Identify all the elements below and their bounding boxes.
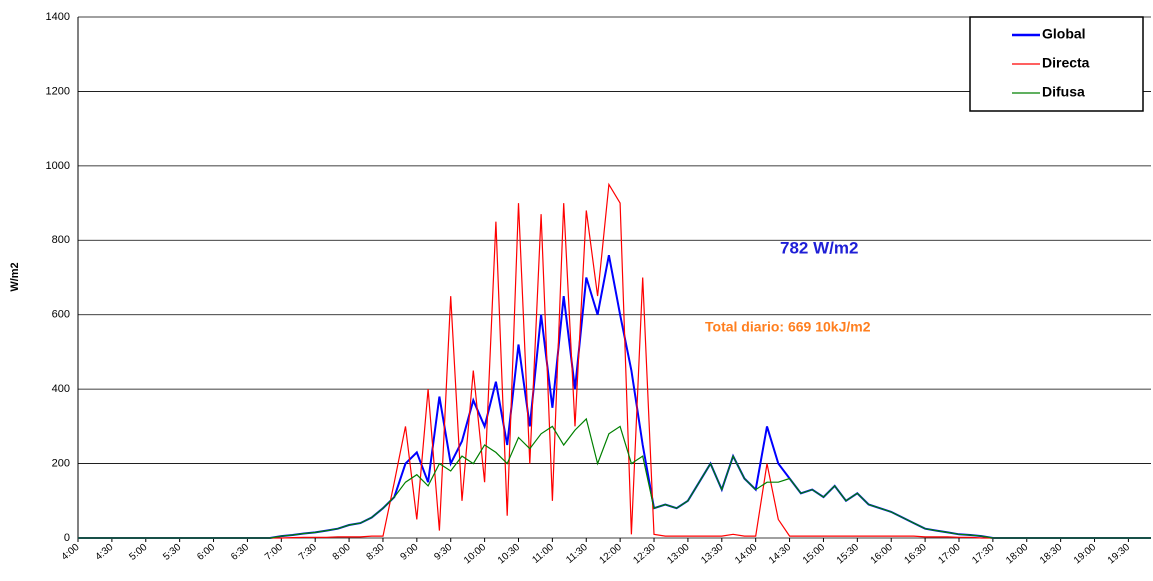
x-tick-label: 17:00 <box>936 542 963 567</box>
x-tick-label: 7:30 <box>297 542 319 563</box>
legend-label: Difusa <box>1042 84 1085 100</box>
y-tick-label: 200 <box>52 457 70 469</box>
x-tick-label: 5:30 <box>161 542 183 563</box>
x-tick-label: 9:00 <box>398 542 420 563</box>
x-tick-label: 16:00 <box>869 542 896 567</box>
x-tick-label: 18:30 <box>1038 542 1065 567</box>
y-tick-label: 800 <box>52 234 70 246</box>
series-line <box>78 255 1151 539</box>
x-tick-label: 8:00 <box>331 542 353 563</box>
x-tick-label: 18:00 <box>1004 542 1031 567</box>
x-tick-label: 6:00 <box>195 542 217 563</box>
x-tick-label: 13:30 <box>699 542 726 567</box>
series-line <box>78 182 1151 539</box>
x-tick-label: 11:00 <box>530 542 556 566</box>
x-tick-label: 5:00 <box>127 542 149 563</box>
y-axis-title: W/m2 <box>9 262 21 291</box>
x-tick-label: 4:00 <box>60 542 82 563</box>
x-tick-label: 15:00 <box>801 542 828 567</box>
legend-label: Global <box>1042 26 1086 42</box>
legend-box <box>969 16 1144 112</box>
peak-annotation: 782 W/m2 <box>780 238 858 257</box>
x-tick-label: 9:30 <box>432 542 454 563</box>
x-tick-label: 12:30 <box>631 542 658 567</box>
x-tick-label: 14:30 <box>767 542 794 567</box>
x-tick-label: 19:30 <box>1106 542 1133 567</box>
x-tick-label: 8:30 <box>365 542 387 563</box>
y-tick-label: 600 <box>52 309 70 321</box>
y-tick-label: 1000 <box>46 160 70 172</box>
x-tick-label: 12:00 <box>598 542 625 567</box>
x-tick-label: 11:30 <box>564 542 590 566</box>
x-tick-label: 15:30 <box>835 542 862 567</box>
series-line <box>78 417 1151 539</box>
y-tick-label: 0 <box>64 532 70 544</box>
total-annotation: Total diario: 669 10kJ/m2 <box>705 319 871 335</box>
x-tick-label: 10:00 <box>462 542 489 567</box>
y-tick-label: 400 <box>52 383 70 395</box>
x-tick-label: 16:30 <box>902 542 929 567</box>
x-tick-label: 6:30 <box>229 542 251 563</box>
x-tick-label: 17:30 <box>970 542 997 567</box>
x-tick-label: 19:00 <box>1072 542 1099 567</box>
legend-label: Directa <box>1042 55 1090 71</box>
y-tick-label: 1200 <box>46 85 70 97</box>
y-tick-label: 1400 <box>46 11 70 23</box>
x-tick-label: 13:00 <box>665 542 692 567</box>
x-tick-label: 4:30 <box>94 542 116 563</box>
x-tick-label: 14:00 <box>733 542 760 567</box>
x-tick-label: 7:00 <box>263 542 285 563</box>
x-tick-label: 10:30 <box>496 542 523 567</box>
